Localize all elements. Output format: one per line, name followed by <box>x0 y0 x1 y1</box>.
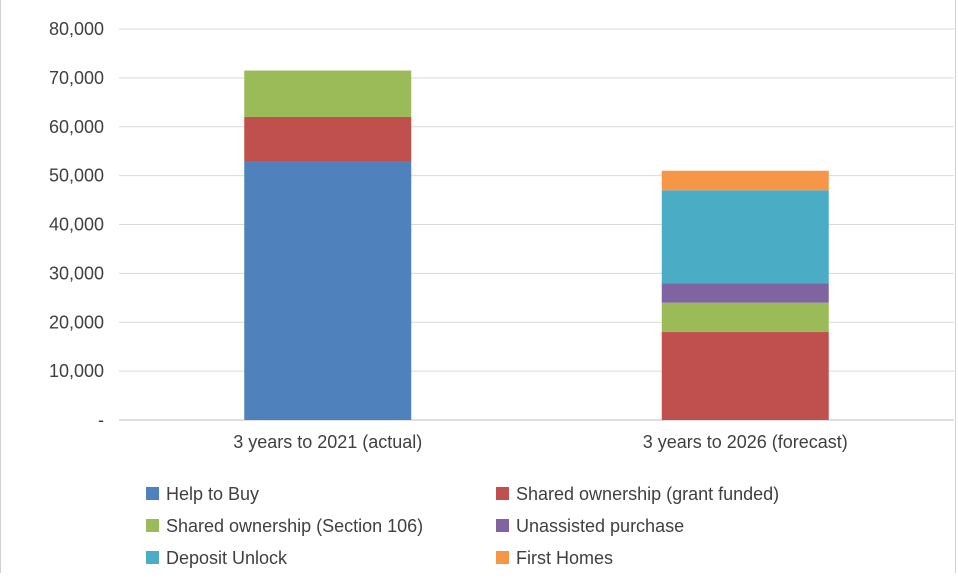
bar-segment <box>661 283 829 303</box>
legend-item: First Homes <box>496 548 613 568</box>
bar-segment <box>244 161 412 420</box>
y-tick-label: 20,000 <box>49 312 104 332</box>
legend-label: First Homes <box>516 548 613 568</box>
y-tick-label: 50,000 <box>49 166 104 186</box>
legend: Help to Buy Shared ownership (grant funde… <box>146 484 779 568</box>
legend-item: Shared ownership (Section 106) <box>146 516 423 536</box>
legend-swatch <box>146 519 159 532</box>
y-tick-label: - <box>98 410 104 430</box>
bar-segment <box>661 332 829 420</box>
x-category-label: 3 years to 2026 (forecast) <box>643 432 848 452</box>
legend-label: Shared ownership (Section 106) <box>166 516 423 536</box>
bars <box>244 70 829 420</box>
legend-item: Unassisted purchase <box>496 516 684 536</box>
bar-segment <box>661 190 829 284</box>
legend-swatch <box>496 551 509 564</box>
y-tick-label: 10,000 <box>49 361 104 381</box>
legend-swatch <box>146 487 159 500</box>
bar-segment <box>244 70 412 117</box>
y-tick-label: 40,000 <box>49 215 104 235</box>
legend-label: Help to Buy <box>166 484 259 504</box>
legend-swatch <box>496 487 509 500</box>
y-tick-label: 30,000 <box>49 263 104 283</box>
legend-label: Shared ownership (grant funded) <box>516 484 779 504</box>
y-tick-label: 70,000 <box>49 68 104 88</box>
legend-swatch <box>146 551 159 564</box>
x-category-label: 3 years to 2021 (actual) <box>233 432 422 452</box>
legend-item: Shared ownership (grant funded) <box>496 484 779 504</box>
legend-swatch <box>496 519 509 532</box>
legend-item: Deposit Unlock <box>146 548 288 568</box>
bar-segment <box>244 116 412 162</box>
bar-segment <box>661 170 829 191</box>
legend-label: Unassisted purchase <box>516 516 684 536</box>
bar-segment <box>661 302 829 333</box>
y-tick-label: 80,000 <box>49 19 104 39</box>
y-axis: - 10,000 20,000 30,000 40,000 50,000 60,000 70,… <box>49 19 104 430</box>
legend-item: Help to Buy <box>146 484 259 504</box>
legend-label: Deposit Unlock <box>166 548 288 568</box>
y-tick-label: 60,000 <box>49 117 104 137</box>
x-axis: 3 years to 2021 (actual) 3 years to 2026 … <box>233 432 848 452</box>
